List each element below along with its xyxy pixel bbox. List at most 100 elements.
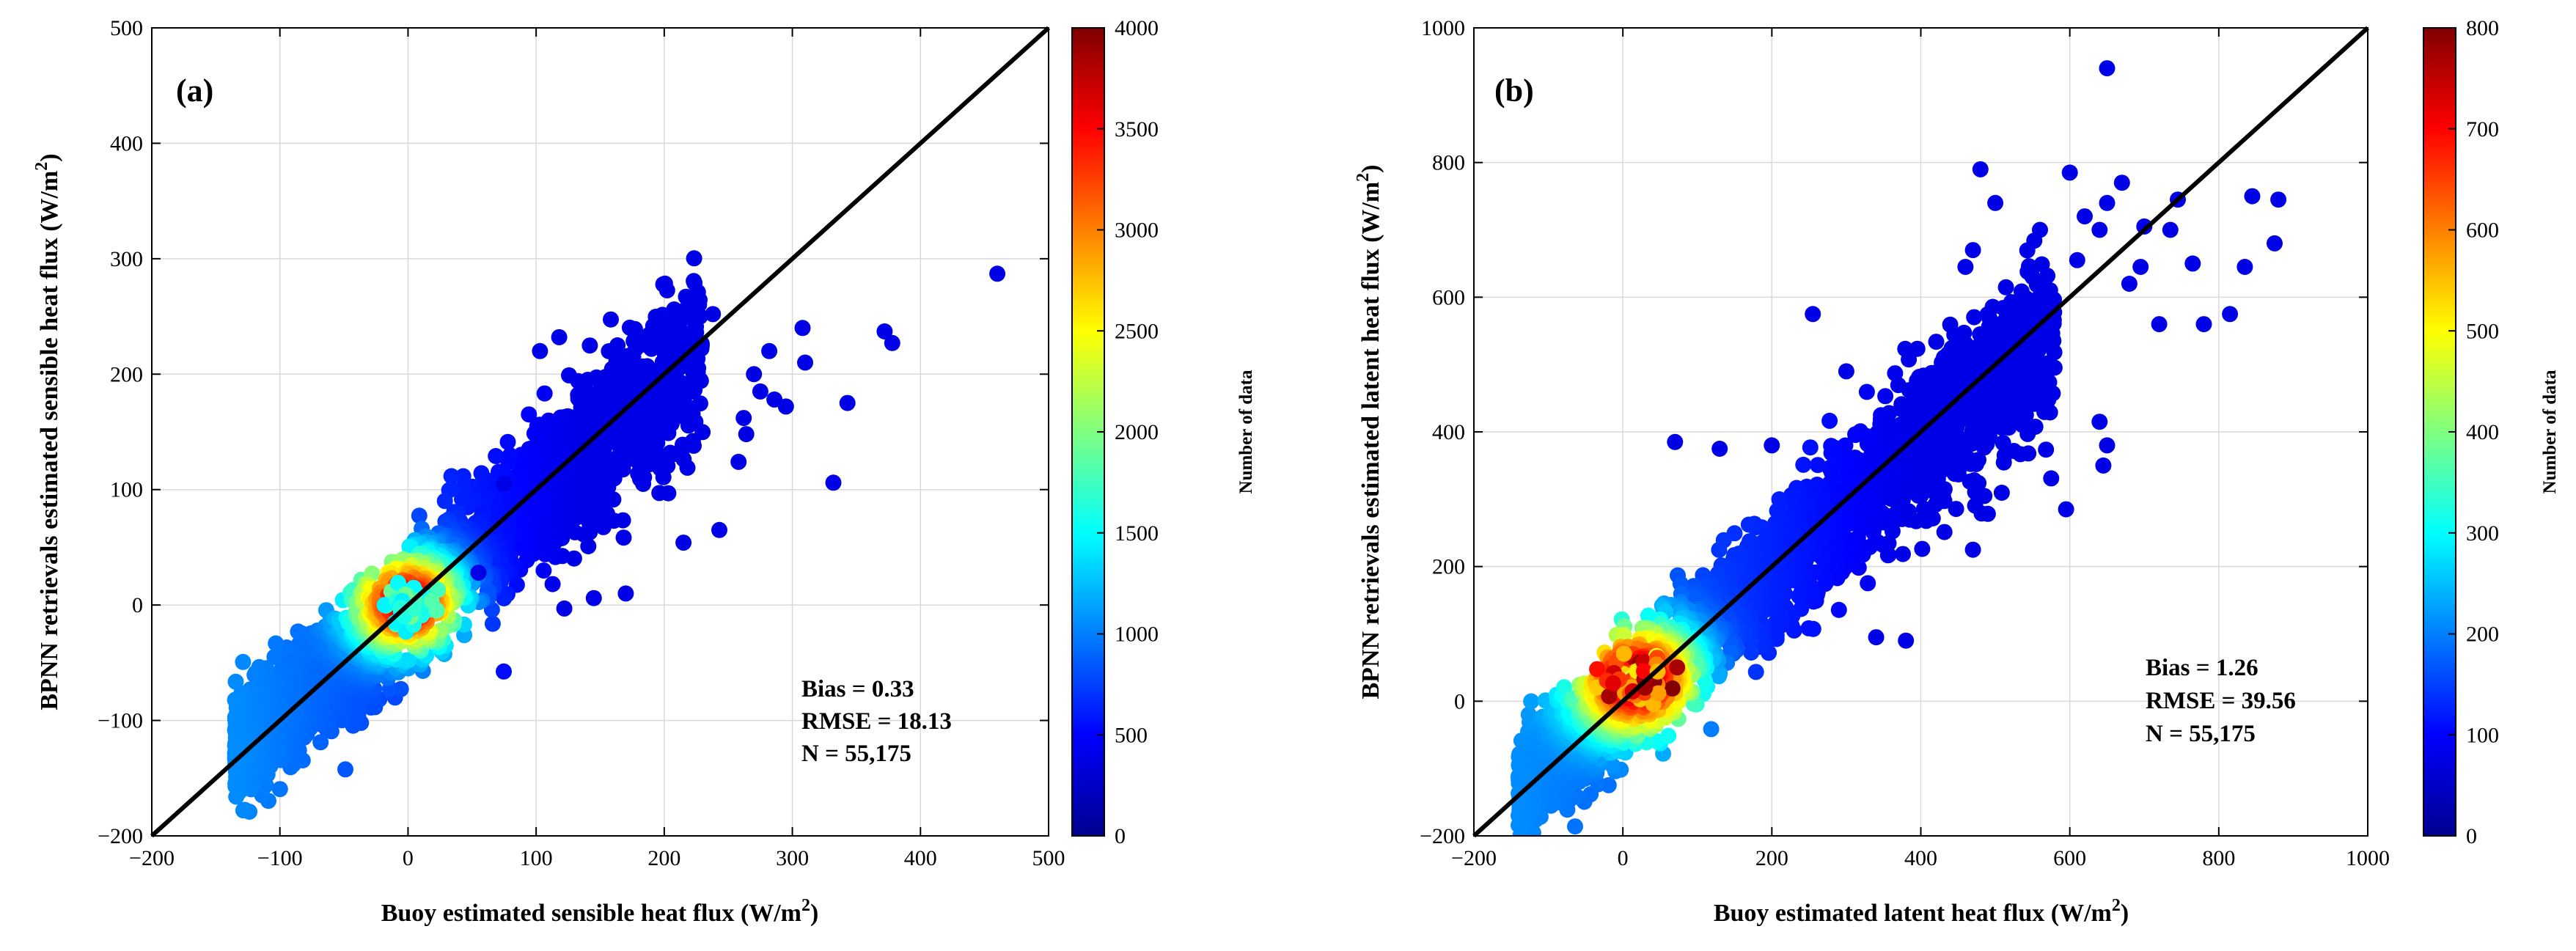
colorbar-tick-label: 1500 (1115, 521, 1159, 546)
scatter-point-outlier (711, 521, 727, 538)
scatter-point (423, 592, 440, 609)
scatter-point (392, 599, 409, 616)
colorbar-tick-label: 500 (1115, 723, 1148, 747)
scatter-point (2019, 242, 2036, 259)
scatter-point (561, 367, 577, 383)
scatter-point (1995, 454, 2012, 471)
scatter-point (1997, 279, 2014, 295)
scatter-point (496, 663, 512, 680)
x-tick-label: 200 (647, 846, 680, 870)
scatter-point (686, 250, 702, 267)
scatter-point (1967, 484, 1984, 500)
scatter-point (603, 311, 619, 328)
scatter-point-outlier (686, 437, 702, 454)
scatter-point (227, 738, 243, 754)
scatter-point-outlier (556, 600, 573, 617)
scatter-point (526, 425, 543, 442)
scatter-point-outlier (839, 394, 856, 411)
scatter-point (1511, 807, 1527, 824)
x-tick-label: 400 (904, 846, 937, 870)
scatter-point (1858, 383, 1875, 400)
scatter-point-outlier (735, 410, 752, 427)
scatter-point (499, 433, 516, 450)
scatter-point-outlier (617, 361, 634, 378)
scatter-point (651, 485, 668, 502)
panel-a-stat-rmse: RMSE = 18.13 (801, 708, 952, 735)
scatter-point (1747, 664, 1764, 680)
scatter-point (271, 781, 288, 798)
panel-a-points (227, 250, 1006, 820)
scatter-point (1766, 623, 1783, 640)
scatter-point-outlier (825, 474, 842, 491)
scatter-point (312, 734, 329, 751)
scatter-point (376, 597, 393, 614)
scatter-point-outlier (794, 320, 811, 337)
scatter-point (1740, 516, 1757, 533)
scatter-point (455, 468, 471, 485)
colorbar-tick-label: 2000 (1115, 420, 1159, 444)
scatter-point (400, 652, 417, 669)
scatter-point-outlier (691, 308, 708, 325)
scatter-point (1821, 412, 1838, 429)
scatter-point (581, 337, 598, 354)
scatter-point (513, 447, 530, 463)
scatter-point (621, 319, 638, 336)
x-tick-label: 0 (403, 846, 414, 870)
scatter-point (1877, 388, 1894, 405)
scatter-point (680, 417, 697, 434)
scatter-point (1810, 457, 1826, 474)
colorbar-tick-label: 4000 (1115, 16, 1159, 40)
scatter-point (1830, 601, 1847, 618)
scatter-point (1521, 838, 1537, 854)
scatter-point-outlier (761, 342, 778, 359)
scatter-point (1791, 588, 1808, 605)
scatter-point-outlier (746, 366, 763, 383)
x-tick-label: −100 (257, 846, 303, 870)
panel-b: −200 0 200 400 600 800 1000−200020040060080010… (1354, 16, 2560, 927)
scatter-point-outlier (585, 590, 602, 606)
x-tick-label: −200 (129, 846, 175, 870)
scatter-point-outlier (551, 328, 568, 345)
scatter-point (1711, 541, 1728, 558)
scatter-point (227, 709, 243, 726)
scatter-point (1847, 426, 1864, 443)
panel-a-label: (a) (176, 73, 213, 109)
scatter-point-outlier (876, 323, 893, 339)
panel-a-x-axis-label: Buoy estimated sensible heat flux (W/m2) (381, 896, 819, 927)
scatter-point-outlier (470, 565, 487, 581)
scatter-point (1703, 721, 1720, 738)
scatter-point (235, 802, 252, 819)
scatter-point (631, 471, 648, 488)
scatter-point (1802, 439, 1819, 456)
panel-a-colorbar-label: Number of data (1236, 370, 1256, 493)
scatter-point (1993, 485, 2010, 501)
y-tick-label: 300 (110, 247, 143, 271)
scatter-point (227, 691, 243, 708)
scatter-point-outlier (989, 265, 1006, 282)
scatter-point (1928, 334, 1945, 350)
scatter-point (655, 469, 672, 485)
scatter-point-outlier (532, 342, 548, 359)
scatter-point (484, 615, 501, 632)
colorbar-tick-label: 2500 (1115, 319, 1159, 343)
scatter-point (1966, 309, 1983, 326)
scatter-point (235, 653, 252, 670)
scatter-point (1513, 859, 1529, 875)
scatter-point (454, 491, 470, 507)
scatter-point (1800, 620, 1817, 636)
scatter-point-outlier (617, 585, 634, 602)
y-tick-label: 400 (110, 131, 143, 155)
y-tick-label: 100 (110, 478, 143, 502)
scatter-point (1860, 575, 1876, 592)
scatter-point (473, 465, 490, 482)
scatter-point-outlier (884, 334, 900, 351)
scatter-point-outlier (496, 475, 513, 492)
scatter-point (1887, 365, 1904, 382)
scatter-point (615, 529, 632, 546)
scatter-point-outlier (766, 391, 783, 408)
scatter-point (1769, 502, 1786, 519)
scatter-point (266, 648, 283, 665)
scatter-point (443, 468, 460, 485)
scatter-point-outlier (675, 535, 692, 551)
colorbar-tick-label: 3000 (1115, 219, 1159, 243)
